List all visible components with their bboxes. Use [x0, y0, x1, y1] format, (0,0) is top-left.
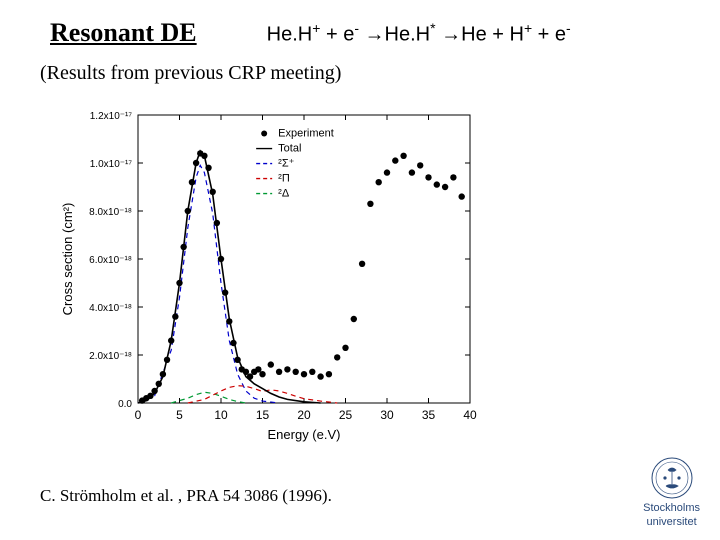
cross-section-chart: 0 5 10 15 20 25 30 35 40 Energy (e.V) 0.0 2.0x10⁻¹⁸…: [60, 105, 480, 445]
university-logo: Stockholms universitet: [643, 456, 700, 528]
citation: C. Strömholm et al. , PRA 54 3086 (1996)…: [40, 486, 332, 506]
svg-text:²Π: ²Π: [278, 173, 290, 185]
svg-text:40: 40: [463, 408, 477, 422]
svg-text:15: 15: [256, 408, 270, 422]
reaction-equation: He.H+ + e- →He.H* →He + H+ + e-: [267, 20, 571, 47]
subtitle: (Results from previous CRP meeting): [40, 62, 341, 85]
svg-text:1.0x10⁻¹⁷: 1.0x10⁻¹⁷: [90, 159, 133, 170]
logo-text-2: universitet: [643, 516, 700, 528]
svg-text:1.2x10⁻¹⁷: 1.2x10⁻¹⁷: [90, 111, 133, 122]
svg-text:0.0: 0.0: [118, 399, 132, 410]
svg-text:0: 0: [135, 408, 142, 422]
svg-text:8.0x10⁻¹⁸: 8.0x10⁻¹⁸: [89, 207, 132, 218]
page-title: Resonant DE: [50, 18, 197, 48]
svg-text:Cross section (cm²): Cross section (cm²): [60, 203, 75, 316]
svg-text:30: 30: [380, 408, 394, 422]
svg-text:2.0x10⁻¹⁸: 2.0x10⁻¹⁸: [89, 351, 132, 362]
logo-text-1: Stockholms: [643, 502, 700, 514]
svg-text:²Δ: ²Δ: [278, 188, 290, 200]
svg-text:4.0x10⁻¹⁸: 4.0x10⁻¹⁸: [89, 303, 132, 314]
svg-text:5: 5: [176, 408, 183, 422]
svg-text:35: 35: [422, 408, 436, 422]
svg-text:Energy (e.V): Energy (e.V): [268, 427, 341, 442]
svg-text:6.0x10⁻¹⁸: 6.0x10⁻¹⁸: [89, 255, 132, 266]
svg-text:²Σ⁺: ²Σ⁺: [278, 158, 294, 170]
svg-text:20: 20: [297, 408, 311, 422]
svg-text:Total: Total: [278, 143, 301, 155]
svg-text:10: 10: [214, 408, 228, 422]
svg-text:Experiment: Experiment: [278, 128, 334, 140]
svg-text:25: 25: [339, 408, 353, 422]
